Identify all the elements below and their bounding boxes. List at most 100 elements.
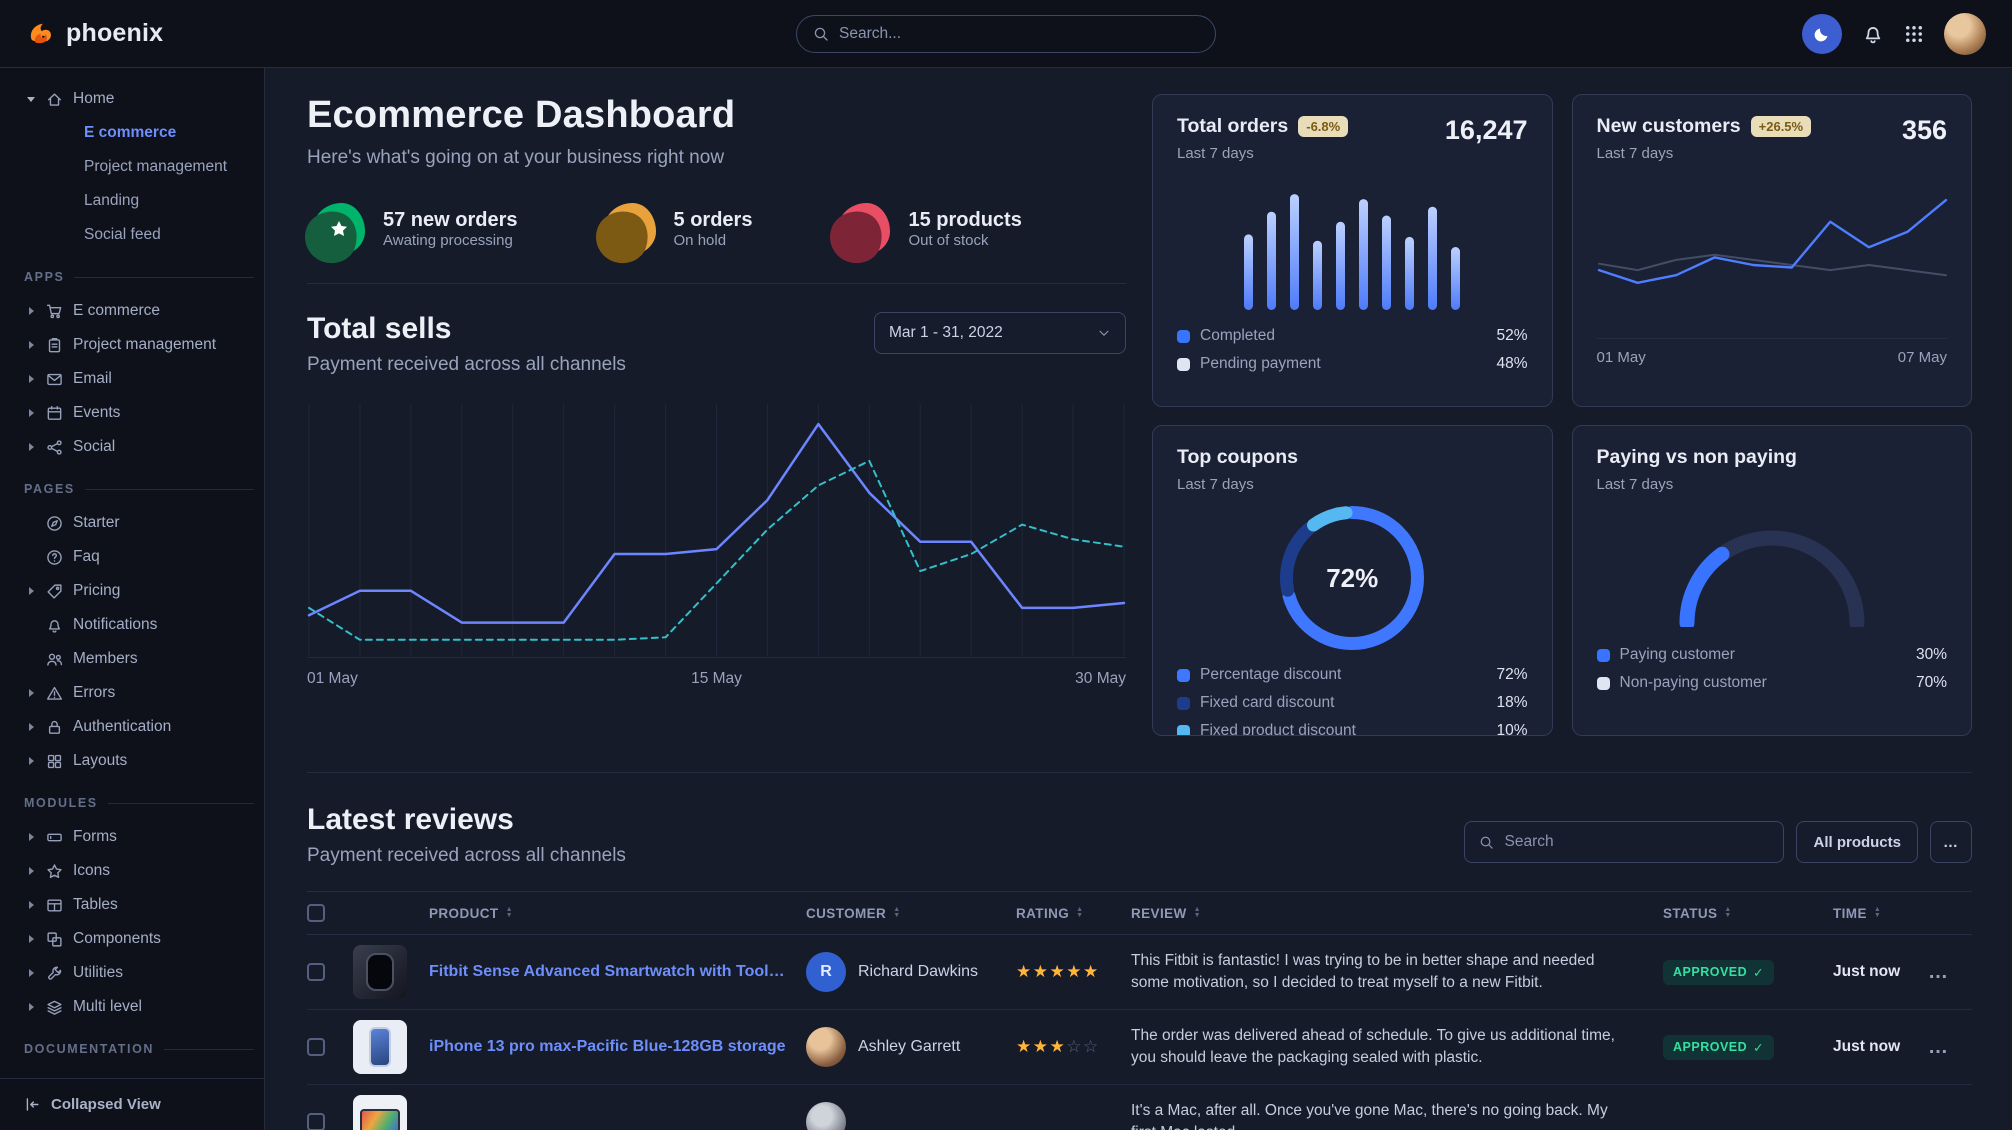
warning-icon [46,685,63,702]
caret-down-icon [24,97,38,102]
sidebar-item-project-management[interactable]: Project management [24,150,254,184]
sidebar-item-notifications[interactable]: Notifications [24,608,254,642]
row-checkbox[interactable] [307,1113,325,1130]
brand[interactable]: phoenix [26,19,163,49]
legend-value: 48% [1496,355,1528,372]
sidebar-item-social[interactable]: Social [24,430,254,464]
product-image [353,945,407,999]
date-range-select[interactable]: Mar 1 - 31, 2022 [874,312,1126,354]
sort-icon: ▲ ▼ [1873,906,1882,919]
column-header-time[interactable]: TIME ▲ ▼ [1833,905,1882,921]
sidebar-item-starter[interactable]: Starter [24,506,254,540]
stat-value: 5 orders [673,208,753,231]
share-icon [46,439,63,456]
product-link[interactable]: Fitbit Sense Advanced Smartwatch with To… [429,963,806,980]
sidebar-item-landing[interactable]: Landing [24,184,254,218]
page-subtitle: Here's what's going on at your business … [307,147,725,168]
caret-right-icon [24,307,38,315]
sidebar-item-members[interactable]: Members [24,642,254,676]
search-input[interactable] [839,24,1199,43]
legend-label: Fixed product discount [1200,722,1356,736]
sidebar-item-events[interactable]: Events [24,396,254,430]
column-header-product[interactable]: PRODUCT ▲ ▼ [429,905,513,921]
theme-toggle-button[interactable] [1802,13,1842,54]
x-tick: 15 May [691,670,742,687]
legend-value: 10% [1496,722,1528,736]
sidebar-item-email[interactable]: Email [24,362,254,396]
coupons-legend: Percentage discount 72% Fixed card discoun… [1177,661,1528,736]
sidebar-item-authentication[interactable]: Authentication [24,710,254,744]
sidebar-item-utilities[interactable]: Utilities [24,956,254,990]
search-icon [1479,835,1494,850]
sidebar-item-faq[interactable]: Faq [24,540,254,574]
sidebar-item-social-feed[interactable]: Social feed [24,218,254,252]
reviews-subtitle: Payment received across all channels [307,845,626,866]
legend-label: Pending payment [1200,355,1321,372]
sidebar-item-components[interactable]: Components [24,922,254,956]
sidebar-item-multi-level[interactable]: Multi level [24,990,254,1024]
sidebar-item-layouts[interactable]: Layouts [24,744,254,778]
bell-icon [1862,23,1884,45]
question-icon [46,549,63,566]
caret-right-icon [24,723,38,731]
legend-swatch [1177,696,1190,710]
user-avatar[interactable] [1944,12,1986,55]
bell-icon [46,617,63,634]
sidebar-item-e-commerce[interactable]: E commerce [24,116,254,150]
caret-right-icon [24,587,38,595]
star-icon [46,863,63,880]
customer-cell[interactable]: R Richard Dawkins [806,952,1016,992]
grid-icon [1904,24,1924,44]
customer-cell[interactable] [806,1102,1016,1130]
more-options-button[interactable]: … [1930,821,1972,863]
stat-value: 57 new orders [383,208,518,231]
stat-caption: On hold [673,231,727,249]
legend-label: Paying customer [1619,646,1735,663]
card-title: Top coupons [1177,446,1298,468]
sidebar-item-icons[interactable]: Icons [24,854,254,888]
card-value: 16,247 [1444,115,1528,145]
caret-right-icon [24,757,38,765]
row-menu-button[interactable]: … [1928,1035,1948,1058]
legend-value: 18% [1496,694,1528,711]
sidebar-item-home[interactable]: Home [24,82,254,116]
column-header-rating[interactable]: RATING ▲ ▼ [1016,905,1084,921]
column-header-status[interactable]: STATUS ▲ ▼ [1663,905,1732,921]
reviews-search[interactable] [1464,821,1785,863]
row-checkbox[interactable] [307,963,325,981]
product-link[interactable]: iPhone 13 pro max-Pacific Blue-128GB sto… [429,1038,786,1055]
column-header-review[interactable]: REVIEW ▲ ▼ [1131,905,1201,921]
apps-menu-button[interactable] [1904,24,1924,44]
column-header-customer[interactable]: CUSTOMER ▲ ▼ [806,905,901,921]
sidebar-section-label: MODULES [24,794,254,812]
product-filter-button[interactable]: All products [1796,821,1918,863]
sidebar-item-tables[interactable]: Tables [24,888,254,922]
reviews-search-input[interactable] [1504,833,1770,851]
customer-avatar [806,1102,846,1130]
cart-icon [46,303,63,320]
sidebar-item-e-commerce[interactable]: E commerce [24,294,254,328]
caret-right-icon [24,341,38,349]
sidebar-item-pricing[interactable]: Pricing [24,574,254,608]
sidebar-section-label: PAGES [24,480,254,498]
card-value: 356 [1901,115,1947,145]
review-row: iPhone 13 pro max-Pacific Blue-128GB sto… [307,1010,1972,1085]
notifications-button[interactable] [1862,23,1884,45]
global-search[interactable] [796,14,1216,53]
mail-icon [46,371,63,388]
select-all-checkbox[interactable] [307,904,325,922]
compass-icon [46,515,63,532]
card-period: Last 7 days [1177,476,1254,493]
collapse-icon [24,1096,41,1113]
review-time: Just now [1833,963,1901,980]
sidebar-item-project-management[interactable]: Project management [24,328,254,362]
collapse-sidebar-button[interactable]: Collapsed View [0,1078,264,1130]
row-checkbox[interactable] [307,1038,325,1056]
sidebar-item-forms[interactable]: Forms [24,820,254,854]
customer-cell[interactable]: Ashley Garrett [806,1027,1016,1067]
home-icon [46,91,63,108]
row-menu-button[interactable]: … [1928,960,1948,983]
caret-right-icon [24,935,38,943]
card-total-orders: Total orders -6.8% Last 7 days 16,247 Co… [1152,94,1553,407]
sidebar-item-errors[interactable]: Errors [24,676,254,710]
